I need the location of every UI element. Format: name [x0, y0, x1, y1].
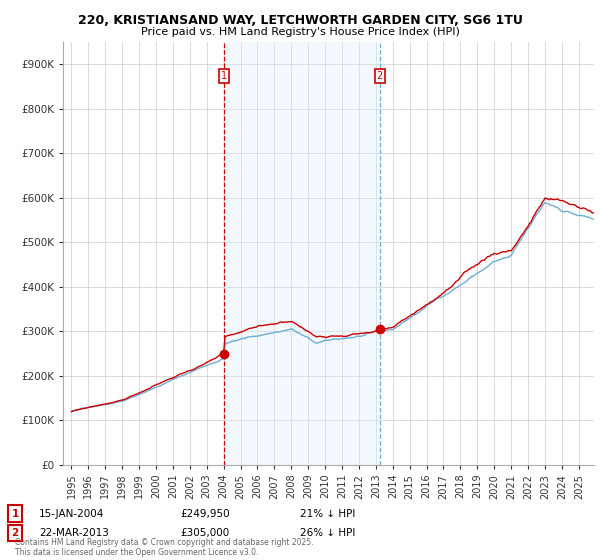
Text: 22-MAR-2013: 22-MAR-2013 [39, 528, 109, 538]
Text: 26% ↓ HPI: 26% ↓ HPI [300, 528, 355, 538]
Bar [224, 42, 380, 465]
Text: 2: 2 [376, 71, 383, 81]
Text: 2: 2 [11, 528, 19, 538]
Text: 220, KRISTIANSAND WAY, LETCHWORTH GARDEN CITY, SG6 1TU: 220, KRISTIANSAND WAY, LETCHWORTH GARDEN… [77, 14, 523, 27]
Text: Contains HM Land Registry data © Crown copyright and database right 2025.
This d: Contains HM Land Registry data © Crown c… [15, 538, 314, 557]
Text: Price paid vs. HM Land Registry's House Price Index (HPI): Price paid vs. HM Land Registry's House … [140, 27, 460, 37]
Text: £249,950: £249,950 [180, 508, 230, 519]
Text: £305,000: £305,000 [180, 528, 229, 538]
Text: 15-JAN-2004: 15-JAN-2004 [39, 508, 104, 519]
Text: 1: 1 [11, 508, 19, 519]
Text: 21% ↓ HPI: 21% ↓ HPI [300, 508, 355, 519]
Text: 1: 1 [221, 71, 227, 81]
